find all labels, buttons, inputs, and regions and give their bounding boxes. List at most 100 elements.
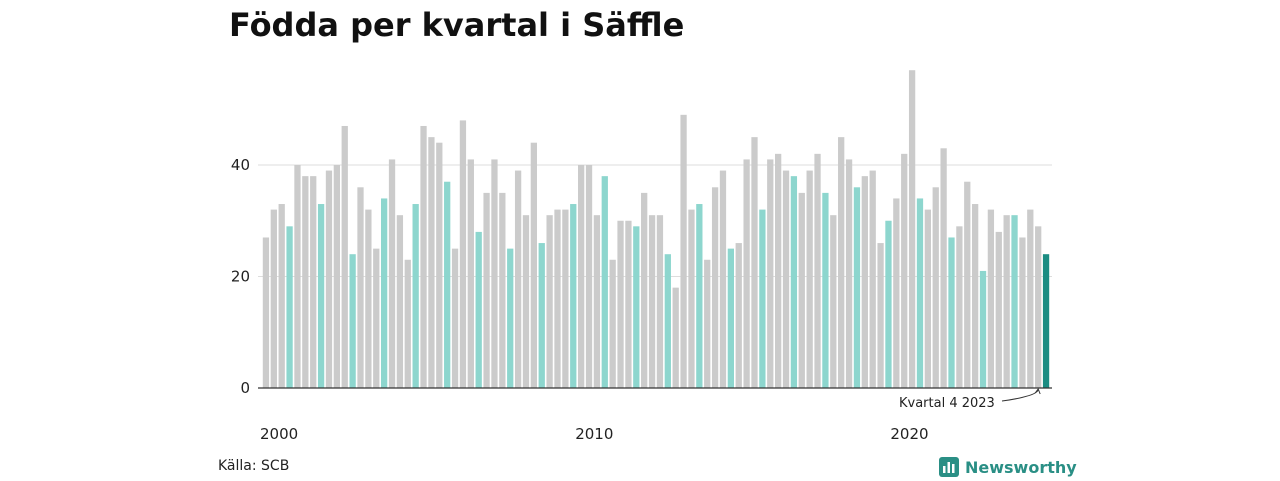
bar <box>688 209 695 388</box>
bar <box>522 215 530 388</box>
bar <box>1027 209 1034 388</box>
bar <box>782 170 790 388</box>
bar-q4 <box>916 198 924 388</box>
brand-logo: Newsworthy <box>939 455 1077 479</box>
annotation-arrowhead <box>1034 387 1041 395</box>
bar-q4 <box>444 181 451 388</box>
bar <box>861 176 868 388</box>
bar-latest <box>1042 254 1050 388</box>
bar-q4 <box>475 231 482 388</box>
chart-title: Födda per kvartal i Säffle <box>229 6 685 44</box>
bar <box>775 153 782 388</box>
bar-q4 <box>948 237 955 388</box>
bar-q4 <box>381 198 388 388</box>
bar <box>869 170 876 388</box>
y-tick-label: 40 <box>231 156 250 174</box>
bar-q4 <box>727 248 734 389</box>
bar-q4 <box>538 243 545 388</box>
bar <box>609 259 616 388</box>
bar <box>625 220 632 388</box>
bar <box>680 114 687 388</box>
bar <box>767 159 774 388</box>
bar <box>578 165 585 388</box>
bar <box>262 237 270 388</box>
bar <box>806 170 813 388</box>
bar <box>333 165 340 388</box>
bar-q4 <box>349 254 356 388</box>
x-tick-label: 2000 <box>260 425 298 443</box>
bar <box>932 187 939 388</box>
bar-q4 <box>633 226 640 388</box>
bar <box>877 243 884 388</box>
bar <box>641 192 648 389</box>
bar <box>294 165 301 388</box>
bar-q4 <box>696 204 703 388</box>
bar <box>711 187 719 388</box>
bar <box>1019 237 1026 388</box>
bar-q4 <box>664 254 671 388</box>
x-axis-ticks: 2000 2010 2020 <box>260 425 929 443</box>
bar <box>838 137 845 389</box>
bar <box>995 231 1002 388</box>
y-tick-label: 0 <box>240 379 250 397</box>
bar <box>617 220 624 388</box>
bar-q4 <box>885 220 892 388</box>
bar <box>593 215 601 388</box>
bar <box>270 209 277 388</box>
bar <box>546 215 553 388</box>
bar <box>562 209 569 388</box>
bar <box>451 248 459 389</box>
bar-q4 <box>790 176 798 388</box>
bar <box>908 70 916 388</box>
bar <box>341 125 348 388</box>
y-tick-label: 20 <box>231 268 250 286</box>
bar <box>751 137 758 389</box>
bar-q4 <box>507 248 514 389</box>
bar-q4 <box>759 209 766 388</box>
bar <box>514 170 522 388</box>
annotation-label: Kvartal 4 2023 <box>899 396 995 411</box>
bar-q4 <box>412 204 419 388</box>
bar <box>499 192 506 389</box>
bar-q4 <box>979 270 987 389</box>
bar <box>656 215 664 388</box>
bar <box>357 187 364 388</box>
bar <box>459 120 467 389</box>
bar-q4 <box>570 204 577 388</box>
bars <box>262 70 1050 389</box>
bar <box>396 215 404 388</box>
bar-q4 <box>286 226 293 388</box>
source-label: Källa: SCB <box>218 458 290 474</box>
bar <box>901 153 908 388</box>
bar <box>704 259 711 388</box>
bar <box>428 137 435 389</box>
bar <box>798 192 805 389</box>
bar-q4 <box>822 192 829 389</box>
bar <box>987 209 995 388</box>
bar <box>1035 226 1042 388</box>
bar <box>814 153 821 388</box>
bar <box>365 209 372 388</box>
bar <box>491 159 498 388</box>
bar <box>956 226 963 388</box>
bar <box>373 248 380 389</box>
bar <box>719 170 727 388</box>
bar <box>554 209 561 388</box>
brand-name: Newsworthy <box>965 457 1077 477</box>
x-tick-label: 2020 <box>890 425 928 443</box>
bar <box>420 125 427 388</box>
newsworthy-logo-icon <box>939 457 959 477</box>
bar <box>436 142 443 388</box>
bar <box>830 215 837 388</box>
bar <box>648 215 656 388</box>
bar <box>845 159 853 388</box>
bar <box>940 148 947 388</box>
x-tick-label: 2010 <box>575 425 613 443</box>
bar-q4 <box>1011 215 1018 388</box>
bar <box>893 198 900 388</box>
bar <box>735 243 742 388</box>
bar <box>585 165 593 388</box>
bar <box>278 204 285 388</box>
bar <box>302 176 309 388</box>
